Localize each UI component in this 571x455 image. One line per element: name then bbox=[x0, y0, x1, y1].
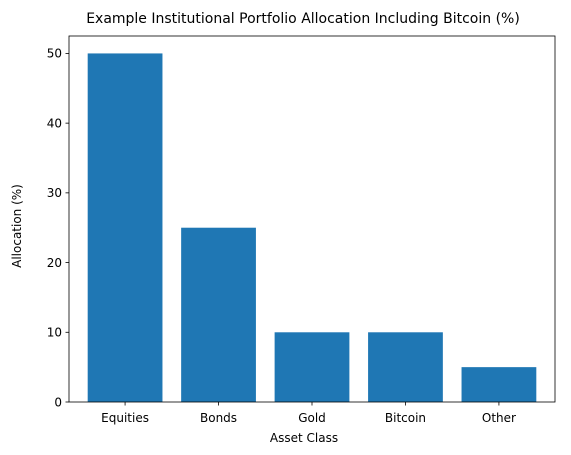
x-tick-label-bonds: Bonds bbox=[200, 411, 237, 425]
y-tick-label: 30 bbox=[47, 186, 62, 200]
plot-border bbox=[68, 35, 556, 403]
y-tick-label: 50 bbox=[47, 47, 62, 61]
bar-other bbox=[461, 367, 537, 402]
x-axis: Equities Bonds Gold Bitcoin Other bbox=[101, 402, 516, 425]
y-tick-label: 10 bbox=[47, 326, 62, 340]
bars-group bbox=[87, 53, 537, 403]
bar-bonds bbox=[181, 227, 256, 402]
y-tick-label: 40 bbox=[47, 116, 62, 130]
x-tick-label-other: Other bbox=[482, 411, 516, 425]
y-tick-label: 20 bbox=[47, 256, 62, 270]
x-tick-label-bitcoin: Bitcoin bbox=[385, 411, 426, 425]
plot-frame bbox=[68, 35, 556, 403]
bar-bitcoin bbox=[368, 332, 443, 402]
x-tick-label-equities: Equities bbox=[101, 411, 149, 425]
x-axis-label: Asset Class bbox=[270, 431, 338, 445]
bar-gold bbox=[274, 332, 350, 402]
y-tick-label: 0 bbox=[54, 395, 62, 409]
x-tick-label-gold: Gold bbox=[298, 411, 326, 425]
chart-title: Example Institutional Portfolio Allocati… bbox=[86, 11, 520, 27]
bar-equities bbox=[87, 53, 163, 403]
y-axis: 0 10 20 30 40 50 bbox=[47, 47, 69, 409]
y-axis-label: Allocation (%) bbox=[10, 184, 24, 268]
